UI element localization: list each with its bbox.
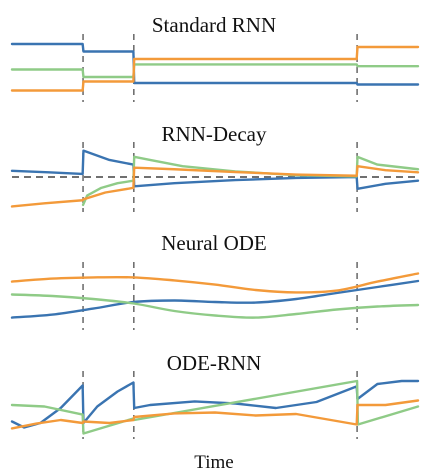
series-line-2 <box>81 155 420 207</box>
series-line-1 <box>10 279 420 319</box>
series-line-3 <box>10 164 420 208</box>
series-line-3 <box>10 399 420 430</box>
panel-title: Neural ODE <box>161 231 267 255</box>
panel-title: RNN-Decay <box>162 122 267 146</box>
series-line-1 <box>10 149 420 190</box>
series-line-2 <box>10 293 420 319</box>
panel-4: ODE-RNN <box>10 351 420 439</box>
panel-title: ODE-RNN <box>167 351 262 375</box>
panel-2: RNN-Decay <box>10 122 420 212</box>
series-line-3 <box>10 45 420 92</box>
series-line-3 <box>10 272 420 294</box>
panel-title: Standard RNN <box>152 13 276 37</box>
panel-3: Neural ODE <box>10 231 420 330</box>
panel-1: Standard RNN <box>10 13 420 102</box>
x-axis-label: Time <box>194 452 233 473</box>
